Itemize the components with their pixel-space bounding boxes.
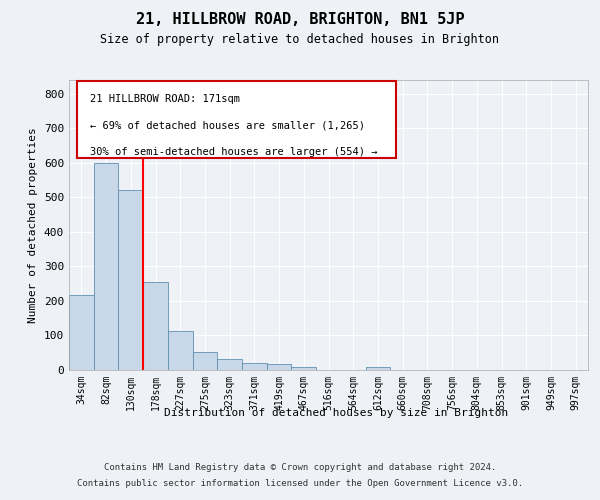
- Text: 21 HILLBROW ROAD: 171sqm: 21 HILLBROW ROAD: 171sqm: [90, 94, 240, 104]
- Bar: [143, 282, 168, 370]
- Bar: [118, 190, 143, 370]
- Bar: [242, 363, 267, 370]
- Text: Contains HM Land Registry data © Crown copyright and database right 2024.: Contains HM Land Registry data © Crown c…: [104, 462, 496, 471]
- Bar: [193, 352, 217, 370]
- Bar: [365, 366, 390, 370]
- Bar: [69, 294, 94, 370]
- Bar: [267, 364, 292, 370]
- Text: 30% of semi-detached houses are larger (554) →: 30% of semi-detached houses are larger (…: [90, 146, 377, 156]
- Text: 21, HILLBROW ROAD, BRIGHTON, BN1 5JP: 21, HILLBROW ROAD, BRIGHTON, BN1 5JP: [136, 12, 464, 28]
- Text: Size of property relative to detached houses in Brighton: Size of property relative to detached ho…: [101, 32, 499, 46]
- Text: ← 69% of detached houses are smaller (1,265): ← 69% of detached houses are smaller (1,…: [90, 120, 365, 130]
- Bar: [292, 366, 316, 370]
- FancyBboxPatch shape: [77, 82, 396, 158]
- Text: Contains public sector information licensed under the Open Government Licence v3: Contains public sector information licen…: [77, 479, 523, 488]
- Text: Distribution of detached houses by size in Brighton: Distribution of detached houses by size …: [164, 408, 508, 418]
- Bar: [94, 163, 118, 370]
- Bar: [217, 360, 242, 370]
- Bar: [168, 331, 193, 370]
- Y-axis label: Number of detached properties: Number of detached properties: [28, 127, 38, 323]
